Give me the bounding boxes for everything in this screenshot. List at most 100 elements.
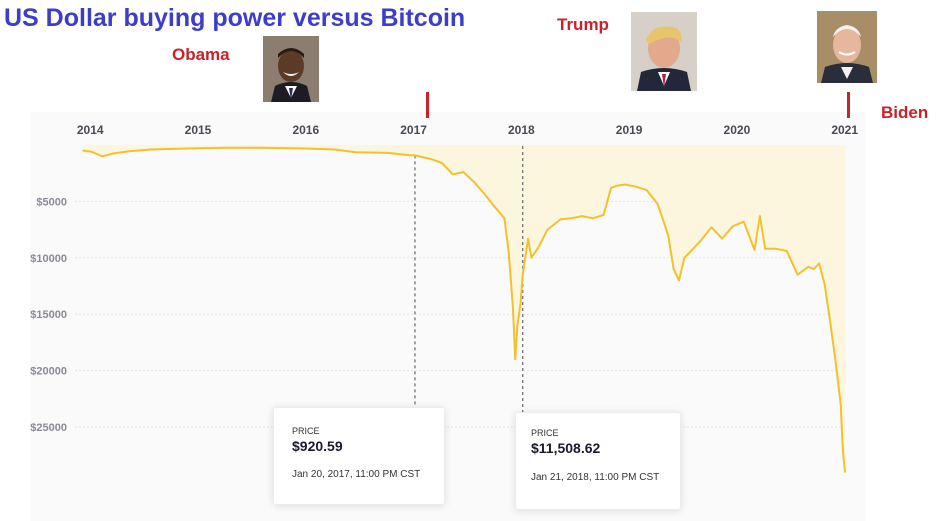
data-point xyxy=(753,249,756,251)
data-point xyxy=(512,307,514,310)
data-point xyxy=(775,248,777,250)
data-point xyxy=(495,207,497,209)
y-tick-label: $25000 xyxy=(30,422,67,434)
data-point xyxy=(559,218,562,221)
data-point xyxy=(516,324,519,327)
data-point xyxy=(667,234,669,236)
data-point xyxy=(721,237,723,240)
data-point xyxy=(82,149,84,152)
x-tick-label: 2018 xyxy=(508,123,535,137)
data-point xyxy=(624,183,626,186)
data-point xyxy=(519,302,522,304)
data-point xyxy=(689,251,691,253)
obama-portrait-icon xyxy=(263,36,319,102)
data-point xyxy=(546,228,549,231)
data-point xyxy=(193,147,195,150)
tooltip-price-label: PRICE xyxy=(292,426,320,436)
data-point xyxy=(354,151,357,154)
tooltip-date: Jan 21, 2018, 11:00 PM CST xyxy=(531,472,660,483)
data-point xyxy=(521,274,524,276)
event-marker-trump-inauguration xyxy=(426,92,429,118)
data-point xyxy=(807,266,810,268)
data-point xyxy=(839,403,842,406)
data-point xyxy=(818,262,820,265)
data-point xyxy=(257,147,260,149)
data-point xyxy=(616,184,619,187)
data-point xyxy=(503,217,506,220)
data-point xyxy=(101,155,104,158)
data-point xyxy=(581,215,583,217)
president-label-biden: Biden xyxy=(881,103,929,122)
data-point xyxy=(699,240,702,242)
biden-portrait-icon xyxy=(817,11,877,83)
data-point xyxy=(451,173,454,176)
data-point xyxy=(128,150,131,152)
x-tick-label: 2020 xyxy=(724,123,751,137)
data-point xyxy=(514,358,516,361)
x-tick-label: 2017 xyxy=(400,123,427,137)
tooltip-price-value: $11,508.62 xyxy=(531,440,601,456)
trump-portrait-icon xyxy=(631,12,697,91)
data-point xyxy=(683,257,686,259)
data-point xyxy=(610,187,612,189)
data-point xyxy=(462,171,465,173)
data-point xyxy=(844,471,846,473)
tooltip-price-label: PRICE xyxy=(531,428,559,438)
x-tick-label: 2015 xyxy=(185,123,212,137)
data-point xyxy=(441,162,443,164)
event-marker-biden-inauguration xyxy=(847,92,850,118)
y-tick-label: $20000 xyxy=(30,366,67,378)
x-tick-label: 2014 xyxy=(77,123,104,137)
data-point xyxy=(507,251,510,253)
data-point xyxy=(414,154,416,157)
series-area xyxy=(83,145,845,473)
data-point xyxy=(764,248,766,250)
price-tooltip-2017: PRICE $920.59 Jan 20, 2017, 11:00 PM CST xyxy=(273,407,445,505)
y-tick-label: $10000 xyxy=(30,253,67,265)
data-point xyxy=(834,358,837,361)
data-point xyxy=(656,202,659,205)
president-label-trump: Trump xyxy=(557,15,609,34)
data-point xyxy=(796,273,799,276)
x-tick-label: 2019 xyxy=(616,123,643,137)
data-point xyxy=(602,214,605,216)
data-point xyxy=(112,152,114,155)
data-point xyxy=(301,147,303,150)
data-point xyxy=(333,148,335,151)
data-point xyxy=(90,151,93,153)
data-point xyxy=(225,147,228,149)
data-point xyxy=(645,189,648,191)
data-point xyxy=(387,152,389,154)
tooltip-price-value: $920.59 xyxy=(292,438,343,454)
data-point xyxy=(527,237,529,240)
president-label-obama: Obama xyxy=(172,45,230,64)
data-point xyxy=(592,217,594,220)
x-tick-label: 2016 xyxy=(292,123,319,137)
data-point xyxy=(408,154,411,156)
data-point xyxy=(812,268,815,270)
price-tooltip-2018: PRICE $11,508.62 Jan 21, 2018, 11:00 PM … xyxy=(515,412,681,510)
data-point xyxy=(759,215,761,217)
x-tick-label: 2021 xyxy=(831,123,858,137)
data-point xyxy=(742,220,745,223)
data-point xyxy=(672,268,675,270)
data-point xyxy=(473,181,476,183)
data-point xyxy=(710,226,713,229)
y-tick-label: $5000 xyxy=(36,196,67,208)
data-point xyxy=(570,217,572,220)
data-point xyxy=(96,153,98,155)
data-point xyxy=(842,448,844,451)
data-point xyxy=(530,257,533,259)
data-point xyxy=(538,245,540,248)
data-point xyxy=(150,148,152,151)
tooltip-date: Jan 20, 2017, 11:00 PM CST xyxy=(292,469,421,480)
data-point xyxy=(430,158,432,160)
data-point xyxy=(829,319,831,321)
y-tick-label: $15000 xyxy=(30,309,67,321)
data-point xyxy=(171,148,174,150)
data-point xyxy=(786,250,788,252)
chart-title: US Dollar buying power versus Bitcoin xyxy=(4,4,466,32)
data-point xyxy=(484,193,486,196)
data-point xyxy=(823,282,826,285)
